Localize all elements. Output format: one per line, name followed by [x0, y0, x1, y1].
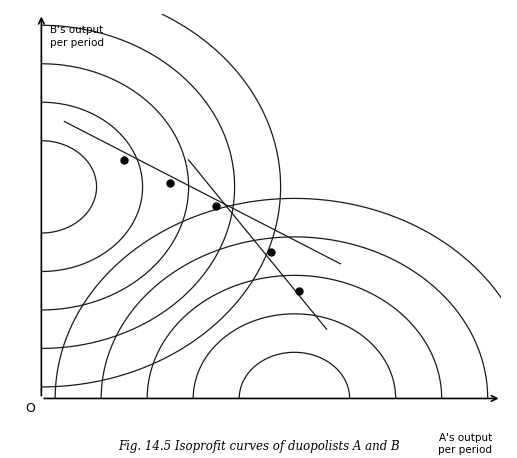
- Text: O: O: [25, 402, 35, 414]
- Text: Fig. 14.5 Isoprofit curves of duopolists A and B: Fig. 14.5 Isoprofit curves of duopolists…: [118, 441, 399, 453]
- Text: B's output
per period: B's output per period: [50, 25, 103, 48]
- Text: A's output
per period: A's output per period: [438, 433, 492, 456]
